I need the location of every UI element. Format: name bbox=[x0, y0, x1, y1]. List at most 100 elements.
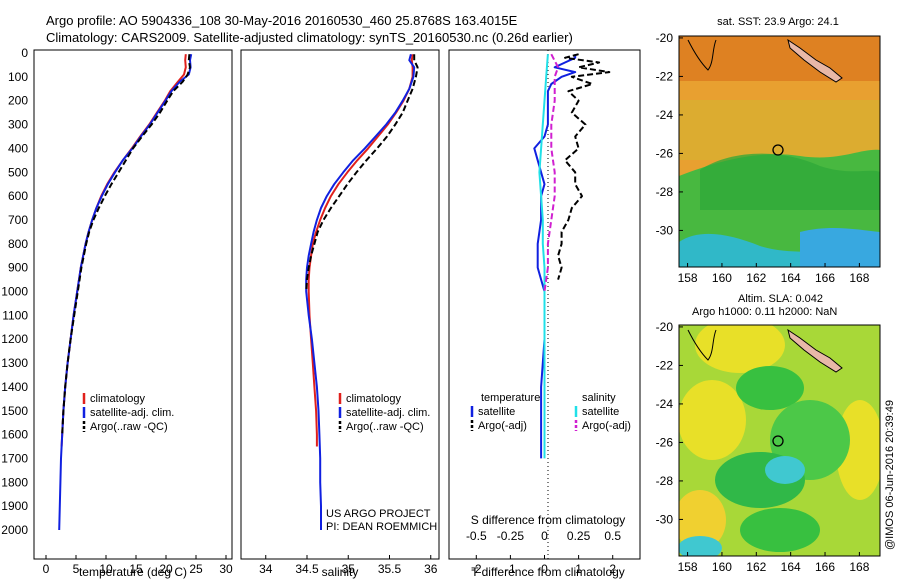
depth-tick-label: 800 bbox=[8, 237, 28, 251]
sst-map-land bbox=[787, 38, 843, 83]
map-y-tick-label: -28 bbox=[656, 474, 674, 488]
x-tick-label: 15 bbox=[129, 562, 143, 576]
depth-tick-label: 1000 bbox=[1, 285, 28, 299]
s-diff-tick-label: 0.25 bbox=[567, 529, 591, 543]
legend-label: Argo(-adj) bbox=[478, 420, 527, 432]
x-tick-label: 2 bbox=[609, 562, 616, 576]
depth-tick-label: 1600 bbox=[1, 428, 28, 442]
x-tick-label: 10 bbox=[99, 562, 113, 576]
x-tick-label: 25 bbox=[189, 562, 203, 576]
header-line2: Climatology: CARS2009. Satellite-adjuste… bbox=[46, 30, 573, 45]
sla-map: Altim. SLA: 0.042 Argo h1000: 0.11 h2000… bbox=[656, 293, 881, 574]
depth-tick-label: 100 bbox=[8, 70, 28, 84]
sla-map-frame bbox=[678, 324, 881, 557]
legend-label: Argo(..raw -QC) bbox=[90, 421, 168, 433]
x-tick-label: 5 bbox=[73, 562, 80, 576]
s-diff-tick-label: 0.5 bbox=[604, 529, 621, 543]
sla-map-green-1 bbox=[736, 366, 804, 410]
sst-map: sat. SST: 23.9 Argo: 24.1 158 160 162 164 16… bbox=[656, 16, 881, 285]
x-tick-label: 36 bbox=[424, 562, 438, 576]
series-argo-raw-qc- bbox=[305, 54, 419, 292]
depth-tick-label: 700 bbox=[8, 213, 28, 227]
temperature-axes bbox=[33, 49, 233, 560]
map-x-tick-label: 160 bbox=[712, 560, 732, 574]
x-tick-label: 1 bbox=[575, 562, 582, 576]
legend-label: climatology bbox=[346, 393, 402, 405]
depth-tick-label: 300 bbox=[8, 118, 28, 132]
sst-map-frame bbox=[678, 35, 881, 268]
map-y-tick-label: -26 bbox=[656, 146, 674, 160]
map-x-tick-label: 166 bbox=[815, 271, 835, 285]
sla-map-title-1: Altim. SLA: 0.042 bbox=[738, 293, 823, 305]
sla-map-argo-marker bbox=[772, 435, 784, 447]
project-line1: US ARGO PROJECT bbox=[326, 508, 431, 520]
salinity-axes bbox=[240, 49, 440, 560]
depth-tick-label: 2000 bbox=[1, 523, 28, 537]
depth-tick-label: 1500 bbox=[1, 404, 28, 418]
depth-tick-label: 1300 bbox=[1, 356, 28, 370]
map-y-tick-label: -20 bbox=[656, 31, 674, 45]
depth-tick-label: 1800 bbox=[1, 475, 28, 489]
x-tick-label: 34.5 bbox=[295, 562, 319, 576]
map-x-tick-label: 158 bbox=[678, 560, 698, 574]
map-y-tick-label: -24 bbox=[656, 397, 674, 411]
temperature-xlabel: temperature (deg C) bbox=[79, 565, 187, 579]
legend-label: climatology bbox=[90, 393, 146, 405]
sla-map-cyan-patch bbox=[679, 536, 722, 556]
map-x-tick-label: 164 bbox=[781, 560, 801, 574]
map-y-tick-label: -30 bbox=[656, 512, 674, 526]
sla-map-yellow-2 bbox=[679, 380, 746, 460]
x-tick-label: 0 bbox=[541, 562, 548, 576]
sla-map-green-4 bbox=[740, 508, 820, 552]
map-y-tick-label: -30 bbox=[656, 223, 674, 237]
series-temperature-argo-adj- bbox=[557, 53, 611, 280]
map-y-tick-label: -26 bbox=[656, 435, 674, 449]
header-line1: Argo profile: AO 5904336_108 30-May-2016… bbox=[46, 13, 518, 28]
sst-map-cold-deep bbox=[800, 227, 880, 267]
sst-map-cool-patch bbox=[700, 153, 880, 210]
sst-map-transition bbox=[679, 100, 880, 160]
depth-tick-label: 400 bbox=[8, 141, 28, 155]
depth-tick-label: 900 bbox=[8, 261, 28, 275]
x-tick-label: 0 bbox=[43, 562, 50, 576]
map-y-tick-label: -22 bbox=[656, 69, 674, 83]
series-salinity-argo-adj- bbox=[543, 53, 560, 292]
depth-tick-label: 1200 bbox=[1, 332, 28, 346]
salinity-xlabel: salinity bbox=[322, 565, 359, 579]
sst-map-argo-marker bbox=[772, 144, 784, 156]
sla-map-cyan-eddy bbox=[765, 456, 805, 484]
map-x-tick-label: 166 bbox=[815, 560, 835, 574]
map-x-tick-label: 160 bbox=[712, 271, 732, 285]
x-tick-label: -1 bbox=[505, 562, 516, 576]
depth-tick-label: 1400 bbox=[1, 380, 28, 394]
map-x-tick-label: 168 bbox=[849, 560, 869, 574]
sla-map-land bbox=[787, 328, 843, 373]
series-argo-raw-qc- bbox=[61, 54, 191, 435]
project-line2: PI: DEAN ROEMMICH bbox=[326, 521, 437, 533]
map-x-tick-label: 158 bbox=[678, 271, 698, 285]
sst-map-title: sat. SST: 23.9 Argo: 24.1 bbox=[717, 16, 839, 28]
legend-label: satellite-adj. clim. bbox=[90, 407, 174, 419]
sla-map-yellow-1 bbox=[695, 325, 785, 373]
depth-tick-label: 0 bbox=[21, 46, 28, 60]
x-tick-label: 30 bbox=[219, 562, 233, 576]
sst-map-warm-band bbox=[679, 36, 880, 81]
series-salinity-satellite bbox=[538, 54, 549, 459]
depth-tick-label: 1700 bbox=[1, 451, 28, 465]
legend-label: satellite-adj. clim. bbox=[346, 407, 430, 419]
map-x-tick-label: 164 bbox=[781, 271, 801, 285]
depth-tick-label: 500 bbox=[8, 165, 28, 179]
s-diff-tick-label: 0 bbox=[541, 529, 548, 543]
s-diff-xlabel: S difference from climatology bbox=[471, 513, 626, 527]
temperature-panel: 0 5 10 15 20 25 30 temperature (deg C) climato… bbox=[33, 49, 233, 579]
x-tick-label: 35 bbox=[342, 562, 356, 576]
x-tick-label: 34 bbox=[259, 562, 273, 576]
map-x-tick-label: 162 bbox=[746, 560, 766, 574]
map-y-tick-label: -28 bbox=[656, 185, 674, 199]
x-tick-label: 35.5 bbox=[378, 562, 402, 576]
sla-map-yellow-4 bbox=[679, 490, 726, 550]
depth-tick-label: 200 bbox=[8, 94, 28, 108]
legend-label: Argo(-adj) bbox=[582, 420, 631, 432]
depth-tick-label: 600 bbox=[8, 189, 28, 203]
